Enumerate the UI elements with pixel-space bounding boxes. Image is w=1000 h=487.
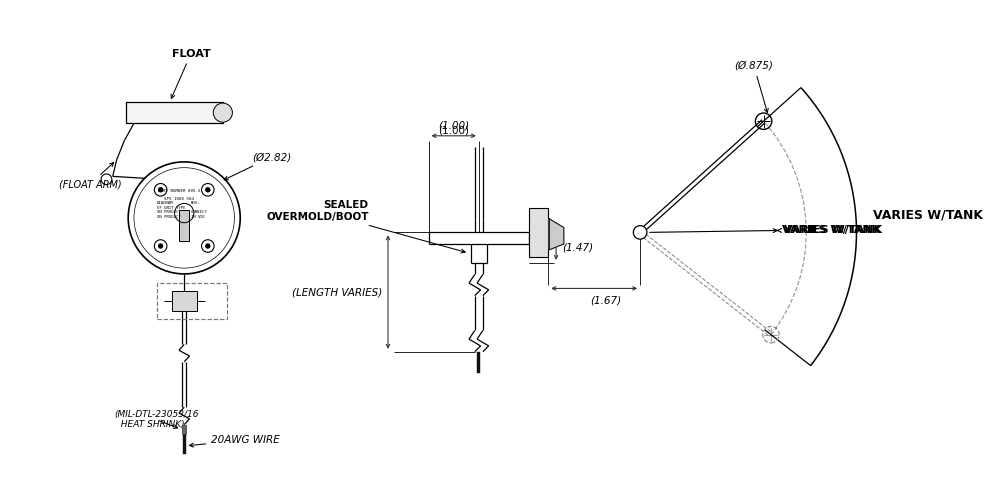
Polygon shape — [549, 219, 564, 250]
Text: SEALED
OVERMOLD/BOOT: SEALED OVERMOLD/BOOT — [266, 200, 465, 253]
Text: DIAGRAM
OF UNIT TYPE
ON PRODUCT
ON PRODUCT: DIAGRAM OF UNIT TYPE ON PRODUCT ON PRODU… — [157, 201, 186, 219]
Text: (MIL-DTL-23053/16
  HEAT SHRINK): (MIL-DTL-23053/16 HEAT SHRINK) — [115, 410, 199, 430]
Text: (FLOAT ARM): (FLOAT ARM) — [59, 163, 121, 189]
Bar — [183, 434, 186, 453]
Text: (1.67): (1.67) — [590, 295, 621, 305]
Bar — [126, 102, 223, 123]
Bar — [182, 425, 186, 434]
Circle shape — [158, 244, 163, 249]
Text: PART NUMBER 805-S: PART NUMBER 805-S — [158, 189, 201, 193]
Bar — [157, 282, 227, 319]
Circle shape — [633, 225, 647, 239]
Bar — [529, 208, 548, 257]
Circle shape — [205, 244, 211, 249]
Bar — [477, 352, 480, 373]
Text: (1.00): (1.00) — [438, 125, 469, 135]
Text: VARIES W/TANK: VARIES W/TANK — [784, 225, 882, 235]
Text: VARIES W/TANK: VARIES W/TANK — [873, 209, 983, 222]
Circle shape — [213, 103, 232, 122]
Text: VARIES W/TANK: VARIES W/TANK — [777, 225, 880, 235]
Text: (1.47): (1.47) — [562, 243, 593, 253]
Text: FLOAT: FLOAT — [171, 49, 210, 98]
Text: (Ø.875): (Ø.875) — [734, 61, 773, 112]
Text: BOX:

CONNECT
IN VDC: BOX: CONNECT IN VDC — [191, 201, 208, 219]
Text: SPS 1000 504: SPS 1000 504 — [164, 197, 194, 201]
Bar — [172, 291, 197, 311]
Circle shape — [205, 187, 211, 192]
Text: (1.00): (1.00) — [438, 121, 469, 131]
Text: 20AWG WIRE: 20AWG WIRE — [189, 435, 280, 447]
Text: (Ø2.82): (Ø2.82) — [224, 152, 291, 180]
Text: (LENGTH VARIES): (LENGTH VARIES) — [292, 287, 382, 297]
Circle shape — [158, 187, 163, 192]
Bar — [179, 210, 189, 241]
